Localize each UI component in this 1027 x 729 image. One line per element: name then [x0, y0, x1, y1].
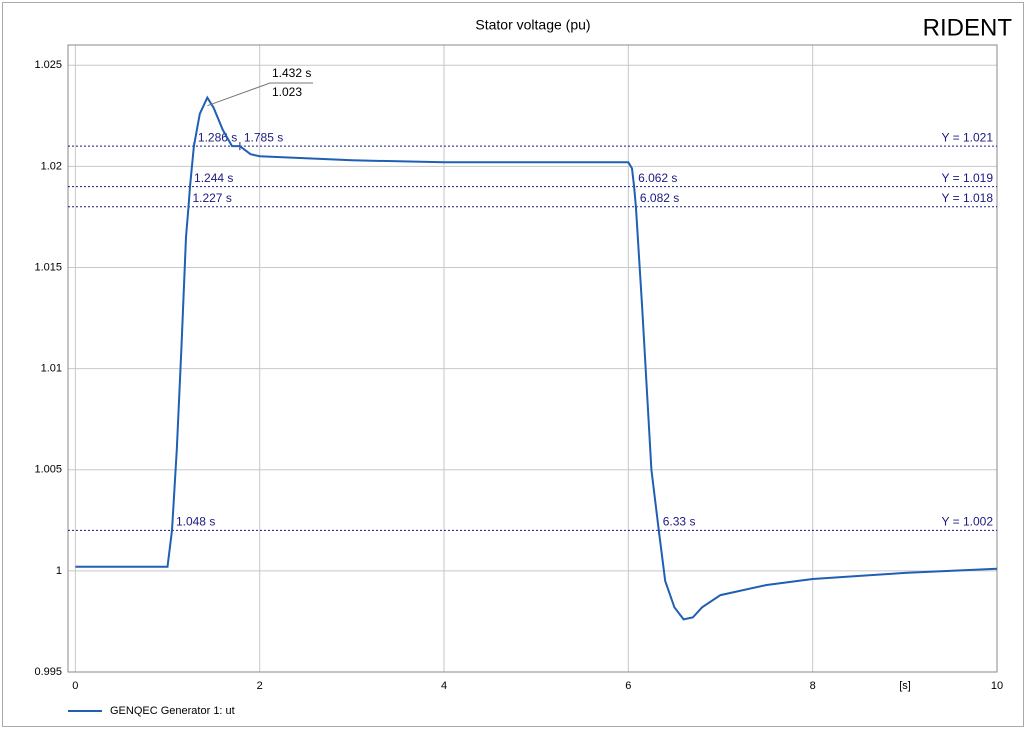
y-tick-label: 1.01	[41, 363, 62, 375]
logo: RIDENT	[923, 14, 1013, 41]
y-tick-label: 1.02	[41, 160, 62, 172]
crossing-label: 1.785 s	[244, 130, 283, 144]
crossing-label: 1.286 s	[198, 130, 237, 144]
marker-label: Y = 1.019	[942, 171, 994, 185]
peak-x-label: 1.432 s	[272, 66, 311, 80]
y-tick-label: 1	[56, 565, 62, 577]
y-tick-label: 1.005	[34, 464, 62, 476]
x-tick-label: 2	[257, 680, 263, 692]
peak-y-label: 1.023	[272, 85, 302, 99]
marker-label: Y = 1.021	[942, 130, 994, 144]
y-tick-label: 1.025	[34, 59, 62, 71]
x-tick-label: 0	[72, 680, 78, 692]
x-tick-label: 10	[991, 680, 1003, 692]
chart-title: Stator voltage (pu)	[475, 17, 590, 33]
marker-label: Y = 1.002	[942, 515, 994, 529]
plot-area	[67, 44, 998, 673]
peak-leader	[207, 82, 313, 107]
legend-label: GENQEC Generator 1: ut	[110, 705, 235, 717]
x-tick-label: 8	[810, 680, 816, 692]
crossing-label: 1.227 s	[192, 191, 231, 205]
x-tick-label: 6	[625, 680, 631, 692]
crossing-label: 6.33 s	[663, 515, 696, 529]
y-tick-label: 0.995	[34, 666, 62, 678]
crossing-label: 6.082 s	[640, 191, 679, 205]
x-tick-label: 4	[441, 680, 447, 692]
crossing-label: 1.048 s	[176, 515, 215, 529]
crossing-label: 6.062 s	[638, 171, 677, 185]
marker-label: Y = 1.018	[942, 191, 994, 205]
y-tick-label: 1.015	[34, 261, 62, 273]
x-unit: [s]	[899, 680, 911, 692]
crossing-label: 1.244 s	[194, 171, 233, 185]
series-line	[75, 95, 998, 621]
